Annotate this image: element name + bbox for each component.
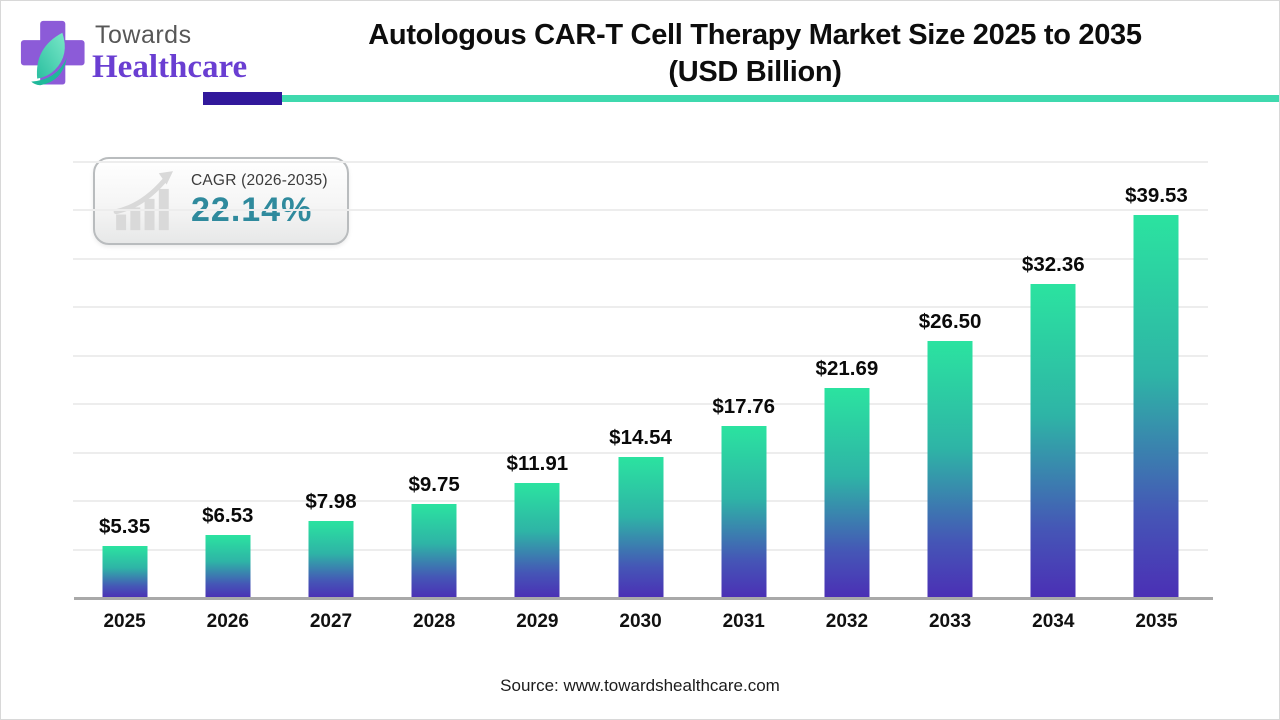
logo-word-towards: Towards (95, 21, 192, 49)
bar-chart-plot-area: $5.35 2025 $6.53 2026 $7.98 2027 $9.75 2028 $11.… (73, 161, 1208, 632)
bar-slot-2026: $6.53 2026 (176, 162, 279, 632)
bar-2032 (824, 387, 870, 598)
title-line-1: Autologous CAR-T Cell Therapy Market Siz… (368, 19, 1142, 51)
gridline-45 (73, 161, 1208, 163)
bar-2026 (205, 534, 251, 598)
bar-2031 (721, 425, 767, 598)
bar-slot-2030: $14.54 2030 (589, 162, 692, 632)
x-tick-label-2029: 2029 (516, 611, 559, 632)
x-axis-line (74, 597, 1213, 600)
bar-slot-2029: $11.91 2029 (486, 162, 589, 632)
x-tick-label-2035: 2035 (1135, 611, 1178, 632)
bar-value-label-2026: $6.53 (202, 503, 254, 527)
source-attribution: Source: www.towardshealthcare.com (500, 676, 780, 695)
cagr-period-label: CAGR (2026-2035) (191, 172, 328, 189)
bar-2034 (1030, 284, 1076, 598)
bar-2025 (102, 546, 148, 598)
bar-2033 (927, 341, 973, 598)
bar-2027 (308, 520, 354, 598)
bar-value-label-2035: $39.53 (1125, 184, 1188, 207)
x-tick-label-2027: 2027 (309, 611, 353, 632)
page-title: Autologous CAR-T Cell Therapy Market Siz… (291, 17, 1219, 91)
x-tick-label-2028: 2028 (413, 611, 456, 632)
gridline-35 (73, 257, 1208, 260)
x-tick-label-2026: 2026 (206, 611, 249, 632)
bar-slot-2025: $5.35 2025 (73, 162, 176, 632)
bar-slot-2035: $39.53 2035 (1105, 162, 1208, 632)
x-tick-label-2033: 2033 (928, 611, 972, 632)
bar-value-label-2034: $32.36 (1021, 253, 1085, 277)
bar-value-label-2032: $21.69 (815, 356, 879, 380)
bar-slot-2032: $21.69 2032 (795, 162, 898, 632)
bar-value-label-2025: $5.35 (98, 515, 151, 539)
gridline-25 (73, 354, 1208, 357)
bar-value-label-2033: $26.50 (918, 310, 982, 334)
x-tick-label-2031: 2031 (722, 611, 765, 632)
bar-slot-2027: $7.98 2027 (279, 162, 382, 632)
x-tick-label-2034: 2034 (1032, 611, 1075, 632)
brand-logo: Towards Healthcare (13, 9, 283, 93)
bar-slot-2034: $32.36 2034 (1002, 162, 1105, 632)
gridline-40 (73, 209, 1208, 212)
bar-value-label-2029: $11.91 (506, 451, 569, 475)
bar-value-label-2030: $14.54 (609, 426, 672, 450)
bar-2029 (514, 482, 560, 598)
towards-healthcare-cross-leaf-icon (20, 20, 85, 86)
title-line-2: (USD Billion) (668, 56, 842, 88)
bar-2030 (618, 457, 664, 598)
bar-2035 (1133, 215, 1179, 598)
bar-value-label-2031: $17.76 (712, 394, 776, 418)
x-tick-label-2032: 2032 (825, 611, 869, 632)
bar-slot-2031: $17.76 2031 (692, 162, 795, 632)
header-rule-teal-segment (282, 95, 1279, 102)
bar-2028 (411, 503, 457, 598)
bar-slot-2028: $9.75 2028 (383, 162, 486, 632)
bar-slot-2033: $26.50 2033 (899, 162, 1002, 632)
x-tick-label-2025: 2025 (103, 611, 146, 632)
gridline-20 (73, 403, 1208, 406)
bar-value-label-2027: $7.98 (305, 489, 357, 513)
gridline-30 (73, 306, 1208, 309)
header-rule-purple-segment (203, 92, 282, 105)
gridline-15 (73, 451, 1208, 454)
bar-series: $5.35 2025 $6.53 2026 $7.98 2027 $9.75 2028 $11.… (73, 162, 1208, 632)
bar-value-label-2028: $9.75 (408, 472, 460, 496)
x-tick-label-2030: 2030 (619, 611, 662, 632)
logo-word-healthcare: Healthcare (92, 49, 248, 85)
